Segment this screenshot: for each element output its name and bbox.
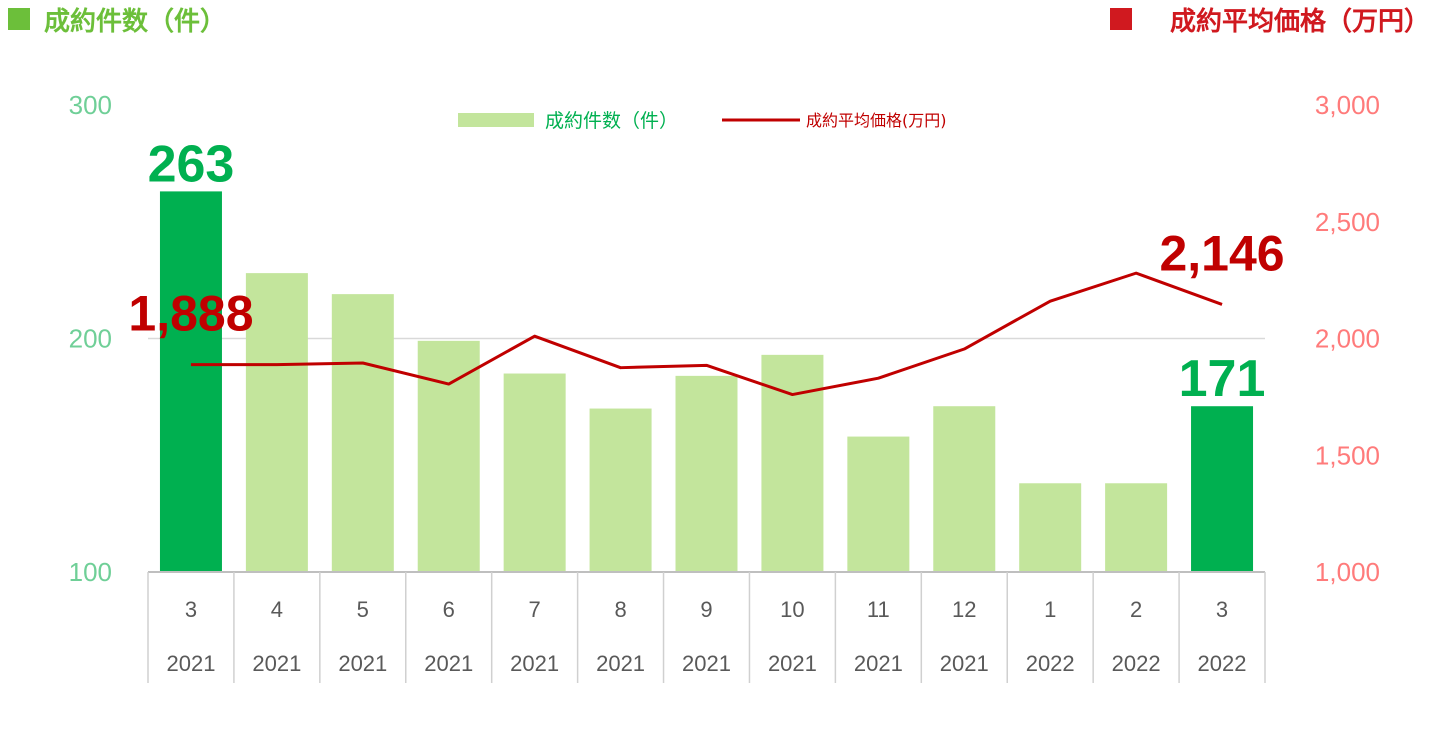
legend-bar-label: 成約件数（件） <box>545 110 678 132</box>
category-month-label: 4 <box>271 597 283 622</box>
right-title-square-icon <box>1110 8 1132 30</box>
right-tick-label: 2,000 <box>1315 324 1380 354</box>
x-axis: 3 2021 4 2021 5 2021 6 2021 7 2021 8 2021 9 2021 10 202… <box>147 571 1266 683</box>
category-year-label: 2021 <box>510 651 559 676</box>
right-axis-title: 成約平均価格（万円） <box>1170 6 1430 37</box>
legend-bar-swatch <box>458 113 534 127</box>
category-month-label: 10 <box>780 597 804 622</box>
bar <box>847 436 910 572</box>
bar <box>417 340 480 572</box>
value-callout: 171 <box>1179 350 1266 408</box>
bar <box>503 373 566 572</box>
bar <box>1105 483 1168 572</box>
category-year-label: 2021 <box>854 651 903 676</box>
category-year-label: 2021 <box>768 651 817 676</box>
right-tick-label: 3,000 <box>1315 90 1380 120</box>
left-y-axis: 100 200 300 <box>69 90 112 587</box>
bar <box>1191 406 1254 572</box>
category-month-label: 2 <box>1130 597 1142 622</box>
right-y-axis: 1,000 1,500 2,000 2,500 3,000 <box>1315 90 1380 587</box>
bar <box>675 375 738 572</box>
category-year-label: 2021 <box>940 651 989 676</box>
category-year-label: 2022 <box>1198 651 1247 676</box>
legend: 成約件数（件） 成約平均価格(万円) <box>458 110 947 132</box>
bar <box>331 294 394 572</box>
category-year-label: 2022 <box>1112 651 1161 676</box>
legend-line-label: 成約平均価格(万円) <box>806 111 947 130</box>
bar <box>589 408 652 572</box>
right-tick-label: 1,000 <box>1315 557 1380 587</box>
value-callout: 263 <box>148 135 235 193</box>
bar-series <box>159 191 1254 572</box>
category-year-label: 2021 <box>596 651 645 676</box>
category-year-label: 2021 <box>424 651 473 676</box>
left-tick-label: 300 <box>69 90 112 120</box>
line-series <box>190 271 1223 397</box>
category-month-label: 5 <box>357 597 369 622</box>
left-tick-label: 100 <box>69 557 112 587</box>
category-year-label: 2021 <box>252 651 301 676</box>
left-title-square-icon <box>8 8 30 30</box>
category-month-label: 7 <box>529 597 541 622</box>
category-year-label: 2021 <box>682 651 731 676</box>
bar <box>1019 483 1082 572</box>
value-callout: 1,888 <box>128 286 253 342</box>
callouts: 263 171 1,888 2,146 <box>128 135 1284 408</box>
left-tick-label: 200 <box>69 324 112 354</box>
right-tick-label: 2,500 <box>1315 207 1380 237</box>
category-month-label: 3 <box>1216 597 1228 622</box>
bar <box>159 191 222 572</box>
right-tick-label: 1,500 <box>1315 440 1380 470</box>
category-month-label: 12 <box>952 597 976 622</box>
category-month-label: 11 <box>867 597 890 622</box>
bar <box>245 273 308 572</box>
left-axis-title: 成約件数（件） <box>44 6 226 37</box>
category-month-label: 9 <box>700 597 712 622</box>
category-year-label: 2021 <box>166 651 215 676</box>
category-month-label: 3 <box>185 597 197 622</box>
price-line <box>190 271 1223 397</box>
value-callout: 2,146 <box>1159 225 1284 281</box>
category-month-label: 8 <box>614 597 626 622</box>
bar <box>933 406 996 572</box>
category-year-label: 2022 <box>1026 651 1075 676</box>
category-year-label: 2021 <box>338 651 387 676</box>
category-month-label: 1 <box>1044 597 1056 622</box>
category-month-label: 6 <box>443 597 455 622</box>
